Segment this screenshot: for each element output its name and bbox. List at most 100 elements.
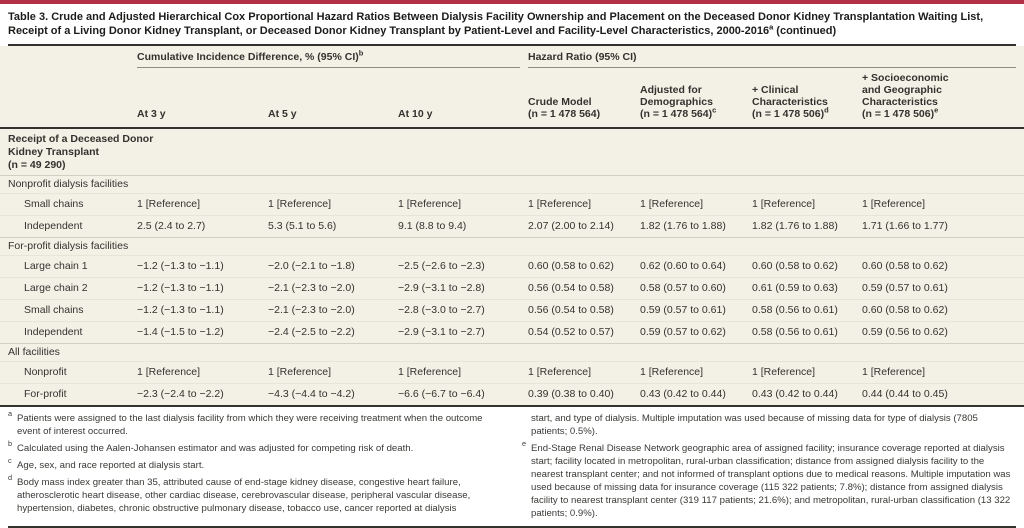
cell: −1.2 (−1.3 to −1.1) <box>137 304 224 316</box>
group-label: Nonprofit dialysis facilities <box>8 178 129 190</box>
cell: 1 [Reference] <box>752 198 816 210</box>
cell: 1 [Reference] <box>398 198 462 210</box>
cell: 0.58 (0.56 to 0.61) <box>752 326 838 338</box>
title-footnote-marker: a <box>769 21 774 31</box>
row-label: For-profit <box>24 388 67 400</box>
cell: 0.61 (0.59 to 0.63) <box>752 282 838 294</box>
table-row-group: All facilities <box>0 343 1024 361</box>
group-header-row: Cumulative Incidence Difference, % (95% … <box>0 48 1024 68</box>
cell: 0.58 (0.57 to 0.60) <box>640 282 726 294</box>
cell: 1 [Reference] <box>752 366 816 378</box>
footnote: d Body mass index greater than 35, attrib… <box>8 473 471 514</box>
cid-footnote-marker: b <box>358 48 364 58</box>
cell: −1.2 (−1.3 to −1.1) <box>137 260 224 272</box>
cell: 2.5 (2.4 to 2.7) <box>137 220 206 232</box>
footnotes: a Patients were assigned to the last dial… <box>0 407 1024 524</box>
cell: 1 [Reference] <box>640 366 704 378</box>
table-body: Receipt of a Deceased Donor Kidney Transp… <box>0 129 1024 405</box>
column-header: + Socioeconomic and Geographic Characteris… <box>862 72 949 120</box>
cell: −2.9 (−3.1 to −2.7) <box>398 326 485 338</box>
subheader-row: At 3 y At 5 y At 10 y Crude Model (n = 1 478… <box>0 68 1024 129</box>
cell: 0.59 (0.57 to 0.61) <box>640 304 726 316</box>
data-table: Cumulative Incidence Difference, % (95% … <box>0 46 1024 407</box>
cell: 1 [Reference] <box>528 198 592 210</box>
row-label: Nonprofit <box>24 366 67 378</box>
cell: 5.3 (5.1 to 5.6) <box>268 220 337 232</box>
section-label: Receipt of a Deceased Donor Kidney Transp… <box>8 133 154 171</box>
group-header-hr-label: Hazard Ratio (95% CI) <box>528 51 637 63</box>
footnotes-right: start, and type of dialysis. Multiple im… <box>522 412 1016 524</box>
cell: 0.60 (0.58 to 0.62) <box>528 260 614 272</box>
table-header: Cumulative Incidence Difference, % (95% … <box>0 46 1024 129</box>
table-row: Large chain 1 −1.2 (−1.3 to −1.1) −2.0 (−2… <box>0 255 1024 277</box>
cell: 0.43 (0.42 to 0.44) <box>752 388 838 400</box>
cell: 2.07 (2.00 to 2.14) <box>528 220 614 232</box>
cell: 1.82 (1.76 to 1.88) <box>752 220 838 232</box>
cell: −2.3 (−2.4 to −2.2) <box>137 388 224 400</box>
footnote: e End-Stage Renal Disease Network geograp… <box>522 439 1011 519</box>
cell: 1 [Reference] <box>137 198 201 210</box>
footnote-text: End-Stage Renal Disease Network geograph… <box>531 443 1011 519</box>
footnote-text: Body mass index greater than 35, attribu… <box>17 477 471 514</box>
accent-bar <box>0 0 1024 4</box>
cell: 1 [Reference] <box>398 366 462 378</box>
cell: −2.9 (−3.1 to −2.8) <box>398 282 485 294</box>
cell: 1.82 (1.76 to 1.88) <box>640 220 726 232</box>
footnote: a Patients were assigned to the last dial… <box>8 409 483 437</box>
cell: 0.60 (0.58 to 0.62) <box>752 260 838 272</box>
row-label: Large chain 1 <box>24 260 88 272</box>
cell: 0.60 (0.58 to 0.62) <box>862 304 948 316</box>
table-row: For-profit −2.3 (−2.4 to −2.2) −4.3 (−4.4 … <box>0 383 1024 405</box>
table-row-group: For-profit dialysis facilities <box>0 237 1024 255</box>
row-label: Small chains <box>24 304 84 316</box>
cell: 0.60 (0.58 to 0.62) <box>862 260 948 272</box>
cell: −2.1 (−2.3 to −2.0) <box>268 304 355 316</box>
cell: 1 [Reference] <box>862 198 926 210</box>
cell: −6.6 (−6.7 to −6.4) <box>398 388 485 400</box>
cell: −2.1 (−2.3 to −2.0) <box>268 282 355 294</box>
table-title-text: Table 3. Crude and Adjusted Hierarchical… <box>8 11 984 37</box>
table-row-section: Receipt of a Deceased Donor Kidney Transp… <box>0 129 1024 175</box>
cell: 0.43 (0.42 to 0.44) <box>640 388 726 400</box>
table-row: Independent 2.5 (2.4 to 2.7) 5.3 (5.1 to 5… <box>0 215 1024 237</box>
cell: 0.59 (0.56 to 0.62) <box>862 326 948 338</box>
row-label: Small chains <box>24 198 84 210</box>
cell: 9.1 (8.8 to 9.4) <box>398 220 467 232</box>
table-title-continued: (continued) <box>773 24 837 37</box>
cell: −4.3 (−4.4 to −4.2) <box>268 388 355 400</box>
table-row: Large chain 2 −1.2 (−1.3 to −1.1) −2.1 (−2… <box>0 277 1024 299</box>
footnote: start, and type of dialysis. Multiple im… <box>522 412 1016 438</box>
cell: −1.2 (−1.3 to −1.1) <box>137 282 224 294</box>
column-header: At 3 y <box>137 108 166 120</box>
cell: −2.0 (−2.1 to −1.8) <box>268 260 355 272</box>
cell: −2.4 (−2.5 to −2.2) <box>268 326 355 338</box>
column-header: At 5 y <box>268 108 297 120</box>
row-label: Independent <box>24 220 83 232</box>
table-row: Nonprofit 1 [Reference] 1 [Reference] 1 [Re… <box>0 361 1024 383</box>
cell: −2.8 (−3.0 to −2.7) <box>398 304 485 316</box>
cell: 0.59 (0.57 to 0.61) <box>862 282 948 294</box>
cell: 1 [Reference] <box>640 198 704 210</box>
cell: 1 [Reference] <box>268 198 332 210</box>
column-header: + Clinical Characteristics (n = 1 478 506)… <box>752 84 829 120</box>
cell: 0.56 (0.54 to 0.58) <box>528 304 614 316</box>
cell: 1 [Reference] <box>137 366 201 378</box>
footnote-text: start, and type of dialysis. Multiple im… <box>531 413 978 437</box>
cell: 0.54 (0.52 to 0.57) <box>528 326 614 338</box>
table-title: Table 3. Crude and Adjusted Hierarchical… <box>8 11 1016 46</box>
cell: −1.4 (−1.5 to −1.2) <box>137 326 224 338</box>
cell: 1 [Reference] <box>862 366 926 378</box>
group-label: For-profit dialysis facilities <box>8 240 129 252</box>
table-row-group: Nonprofit dialysis facilities <box>0 175 1024 193</box>
cell: 0.56 (0.54 to 0.58) <box>528 282 614 294</box>
group-label: All facilities <box>8 346 60 358</box>
cell: 0.39 (0.38 to 0.40) <box>528 388 614 400</box>
group-header-hr: Hazard Ratio (95% CI) <box>528 51 1016 68</box>
cell: 1.71 (1.66 to 1.77) <box>862 220 948 232</box>
table-row: Small chains −1.2 (−1.3 to −1.1) −2.1 (−2.… <box>0 299 1024 321</box>
row-label: Independent <box>24 326 83 338</box>
column-header: Crude Model (n = 1 478 564) <box>528 96 601 120</box>
cell: 0.62 (0.60 to 0.64) <box>640 260 726 272</box>
cell: 0.58 (0.56 to 0.61) <box>752 304 838 316</box>
cell: 1 [Reference] <box>528 366 592 378</box>
